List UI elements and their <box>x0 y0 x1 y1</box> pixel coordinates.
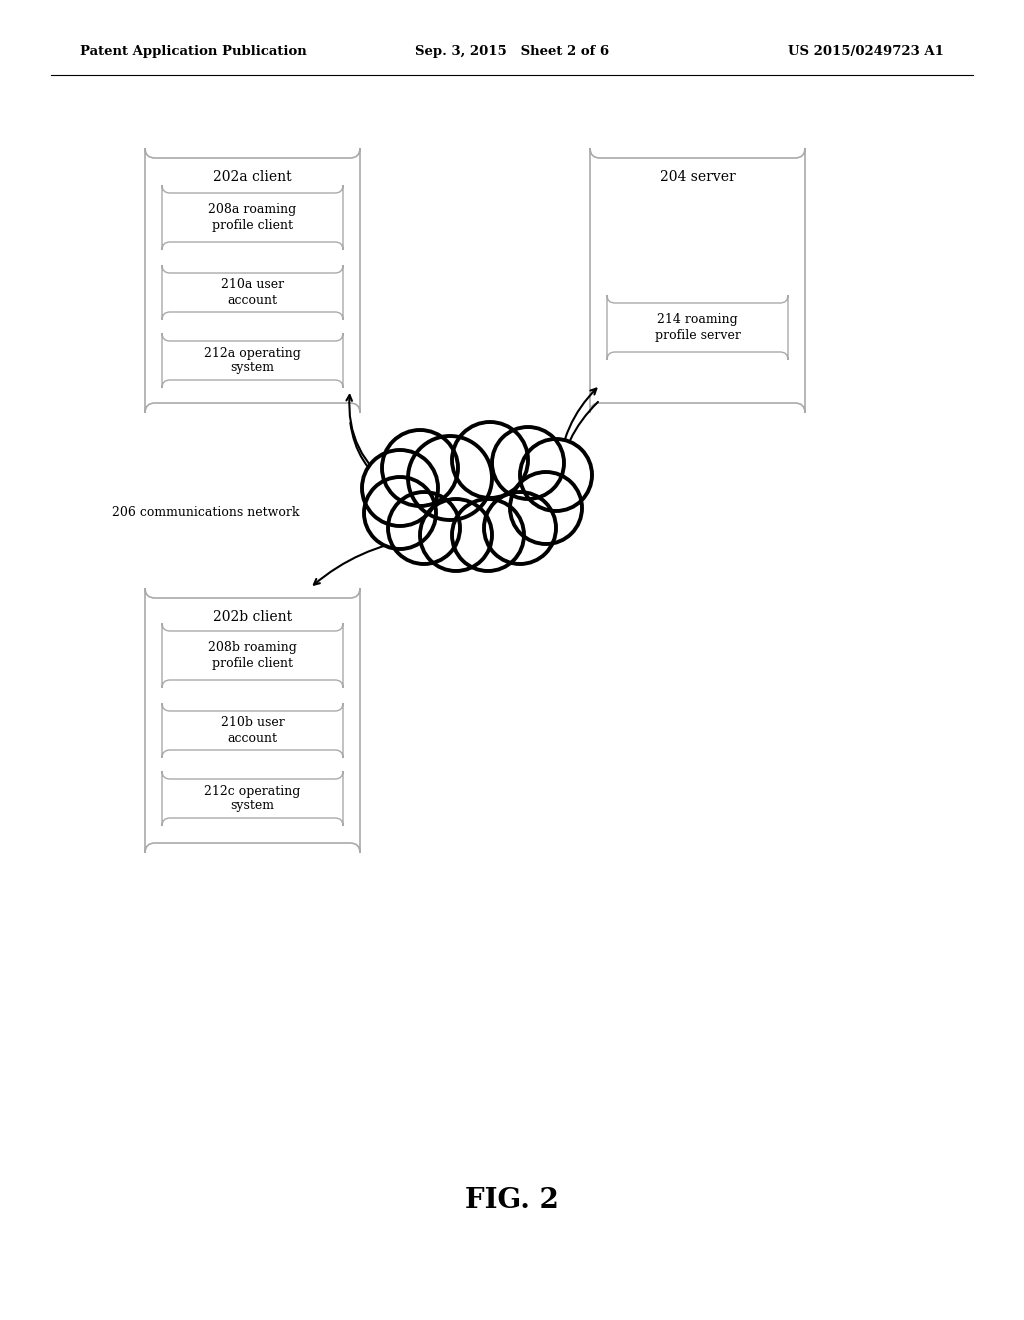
Text: 214 roaming
profile server: 214 roaming profile server <box>654 314 740 342</box>
Circle shape <box>492 426 564 499</box>
Circle shape <box>388 492 460 564</box>
Circle shape <box>362 450 438 525</box>
FancyBboxPatch shape <box>162 704 343 758</box>
Circle shape <box>484 492 556 564</box>
FancyBboxPatch shape <box>145 148 360 413</box>
Circle shape <box>382 430 458 506</box>
Text: FIG. 2: FIG. 2 <box>465 1187 559 1213</box>
Text: 208a roaming
profile client: 208a roaming profile client <box>208 203 297 231</box>
FancyBboxPatch shape <box>607 294 788 360</box>
FancyBboxPatch shape <box>162 623 343 688</box>
Circle shape <box>520 440 592 511</box>
Text: 212a operating
system: 212a operating system <box>204 346 301 375</box>
FancyBboxPatch shape <box>590 148 805 413</box>
FancyBboxPatch shape <box>162 333 343 388</box>
Circle shape <box>452 422 528 498</box>
Text: Patent Application Publication: Patent Application Publication <box>80 45 307 58</box>
Text: US 2015/0249723 A1: US 2015/0249723 A1 <box>788 45 944 58</box>
Circle shape <box>364 477 436 549</box>
FancyBboxPatch shape <box>145 587 360 853</box>
FancyBboxPatch shape <box>162 185 343 249</box>
Text: 206 communications network: 206 communications network <box>113 506 300 519</box>
FancyBboxPatch shape <box>162 771 343 826</box>
Text: 204 server: 204 server <box>659 170 735 183</box>
FancyBboxPatch shape <box>162 265 343 319</box>
Circle shape <box>510 473 582 544</box>
Circle shape <box>408 436 492 520</box>
Text: 210b user
account: 210b user account <box>220 717 285 744</box>
Circle shape <box>420 499 492 572</box>
Text: 202b client: 202b client <box>213 610 292 624</box>
Text: 210a user
account: 210a user account <box>221 279 284 306</box>
Text: Sep. 3, 2015   Sheet 2 of 6: Sep. 3, 2015 Sheet 2 of 6 <box>415 45 609 58</box>
Text: 202a client: 202a client <box>213 170 292 183</box>
Text: 212c operating
system: 212c operating system <box>205 784 301 813</box>
Circle shape <box>452 499 524 572</box>
Text: 208b roaming
profile client: 208b roaming profile client <box>208 642 297 669</box>
